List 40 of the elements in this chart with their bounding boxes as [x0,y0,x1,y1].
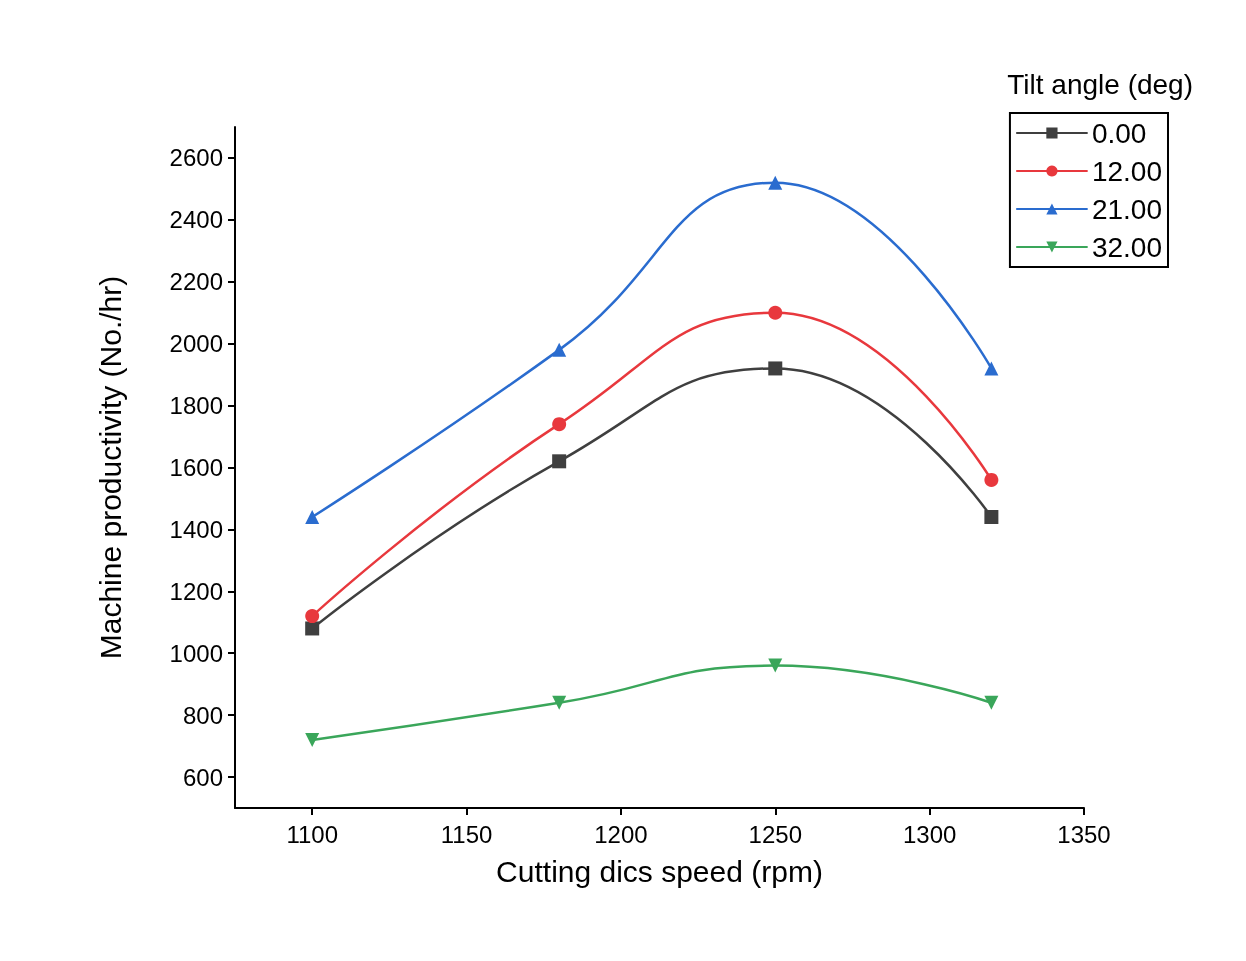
x-tick-label: 1250 [748,820,802,848]
x-tick-label: 1100 [286,820,338,848]
legend-title: Tilt angle (deg) [1007,68,1193,100]
point [305,609,320,624]
y-tick-label: 800 [182,701,223,729]
point [305,621,320,636]
point [552,342,567,357]
y-tick-label: 2200 [169,268,223,296]
point [768,175,783,190]
x-tick-label: 1350 [1057,820,1111,848]
x-tick-label: 1150 [440,820,493,848]
point [984,472,999,487]
x-tick-label: 1300 [902,820,957,848]
y-tick-label: 2400 [169,206,223,234]
point [768,361,783,376]
y-tick-label: 1400 [169,515,223,543]
legend-label: 0.00 [1091,117,1147,149]
y-tick-label: 600 [182,763,223,791]
y-tick-label: 1200 [169,577,223,605]
point [552,454,567,469]
point [984,361,999,376]
point [305,732,320,747]
y-tick-label: 2000 [169,330,223,358]
y-tick-label: 1800 [169,392,223,420]
y-tick-label: 2600 [169,144,223,172]
x-tick-label: 1200 [594,820,648,848]
point [552,695,567,710]
legend-label: 32.00 [1091,231,1163,263]
legend-label: 21.00 [1091,193,1163,225]
x-axis-title: Cutting dics speed (rpm) [496,854,823,888]
point [984,695,999,710]
point [552,417,567,432]
point [305,510,320,525]
y-axis-title: Machine productivity (No./hr) [93,275,127,660]
point [768,658,783,673]
y-tick-label: 1000 [169,639,223,667]
legend-label: 12.00 [1091,155,1163,187]
y-tick-label: 1600 [169,454,223,481]
point [984,510,999,525]
point [768,305,783,320]
